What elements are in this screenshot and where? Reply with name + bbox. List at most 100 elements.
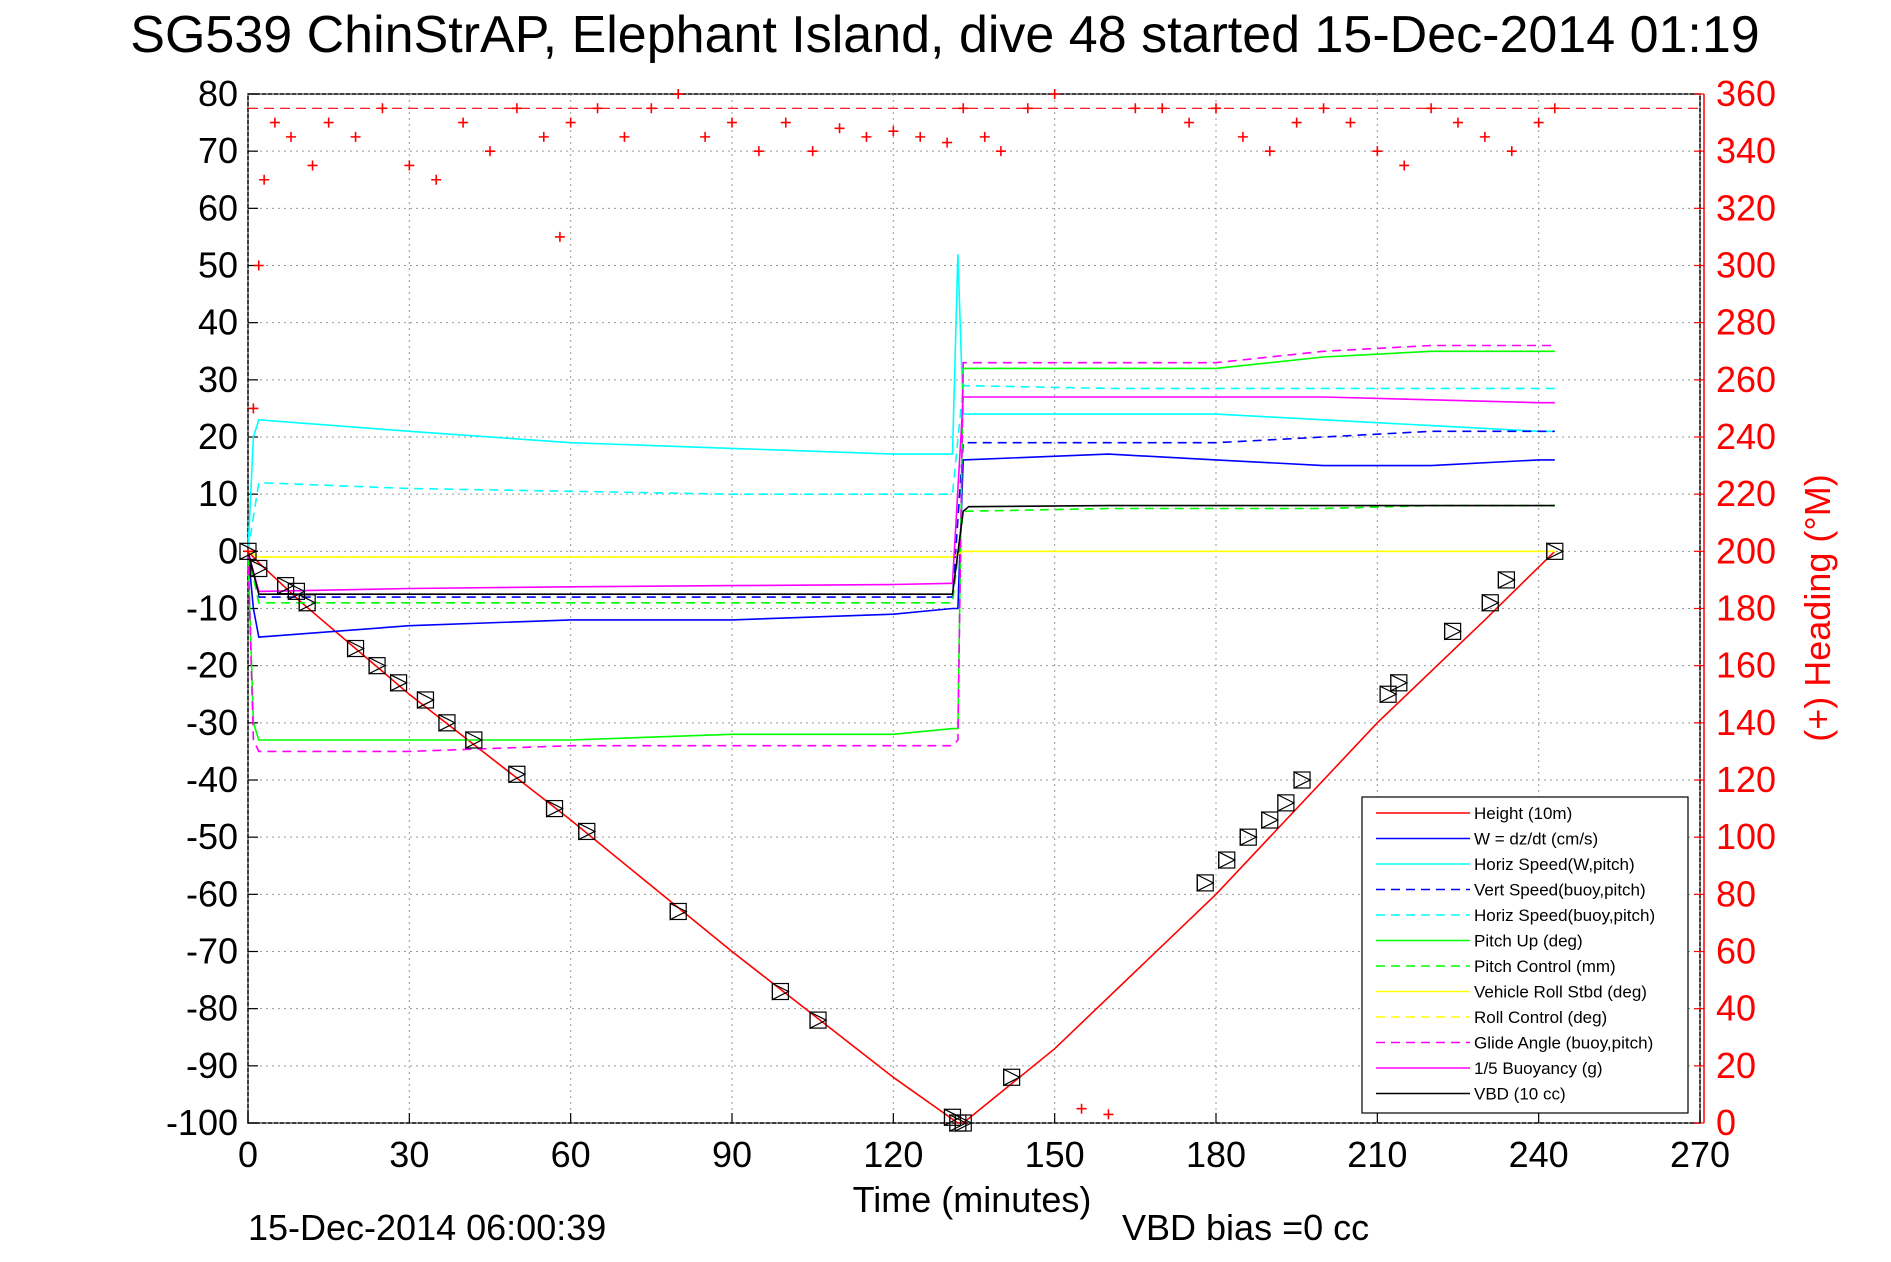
left-tick-label-0: 80 — [198, 73, 238, 114]
heading-point-35 — [1022, 103, 1033, 114]
heading-point-48 — [1372, 146, 1383, 157]
depth-marker-20 — [1003, 1068, 1021, 1087]
x-tick-label-1: 30 — [389, 1134, 429, 1175]
heading-series — [243, 89, 1700, 1120]
right-tick-label-2: 320 — [1716, 187, 1776, 228]
heading-point-18 — [592, 103, 603, 114]
depth-marker-4 — [298, 593, 317, 612]
heading-point-33 — [979, 131, 990, 142]
left-tick-label-3: 50 — [198, 245, 238, 286]
series-layer — [247, 254, 1556, 1124]
heading-point-42 — [1211, 103, 1221, 114]
depth-marker-19 — [954, 1114, 973, 1132]
heading-point-34 — [995, 146, 1006, 157]
legend-label-2: Horiz Speed(W,pitch) — [1474, 855, 1635, 874]
depth-marker-15 — [771, 982, 790, 1001]
depth-marker-25 — [1277, 793, 1296, 812]
series-line-5 — [247, 350, 1555, 741]
heading-point-40 — [1157, 103, 1168, 114]
heading-point-6 — [307, 160, 318, 171]
legend-label-11: VBD (10 cc) — [1474, 1085, 1566, 1104]
heading-point-38 — [1103, 1109, 1114, 1120]
heading-point-2 — [253, 260, 264, 271]
depth-marker-7 — [389, 673, 408, 692]
depth-marker-29 — [1444, 622, 1462, 641]
series-line-2 — [247, 254, 1555, 552]
left-tick-label-13: -50 — [186, 816, 238, 857]
heading-point-9 — [377, 103, 388, 114]
x-tick-label-8: 240 — [1509, 1134, 1569, 1175]
series-line-11 — [247, 504, 1555, 596]
heading-point-41 — [1184, 117, 1195, 128]
heading-point-1 — [248, 403, 259, 414]
heading-point-19 — [619, 131, 630, 142]
depth-marker-6 — [368, 656, 387, 675]
depth-marker-21 — [1196, 873, 1215, 892]
heading-point-31 — [942, 137, 953, 148]
legend-label-0: Height (10m) — [1474, 804, 1572, 823]
heading-point-30 — [915, 131, 926, 142]
x-tick-label-3: 90 — [712, 1134, 752, 1175]
heading-point-54 — [1533, 117, 1544, 128]
depth-marker-23 — [1239, 828, 1258, 847]
right-tick-label-15: 60 — [1716, 931, 1756, 972]
heading-point-29 — [888, 126, 899, 137]
right-tick-label-10: 160 — [1716, 645, 1776, 686]
heading-point-52 — [1479, 131, 1490, 142]
left-tick-label-2: 60 — [198, 187, 238, 228]
heading-point-46 — [1318, 103, 1329, 114]
right-tick-label-18: 0 — [1716, 1102, 1736, 1143]
heading-point-28 — [861, 131, 872, 142]
heading-point-53 — [1506, 146, 1517, 157]
series-line-6 — [247, 504, 1555, 604]
left-tick-label-15: -70 — [186, 931, 238, 972]
depth-marker-12 — [545, 799, 564, 818]
heading-point-13 — [485, 146, 495, 157]
right-tick-label-3: 300 — [1716, 245, 1776, 286]
depth-marker-10 — [465, 731, 484, 749]
heading-point-43 — [1237, 131, 1248, 142]
depth-marker-1 — [250, 559, 269, 578]
heading-point-14 — [511, 103, 522, 114]
depth-marker-3 — [287, 582, 306, 601]
left-tick-label-14: -60 — [186, 873, 238, 914]
legend-label-7: Vehicle Roll Stbd (deg) — [1474, 983, 1647, 1002]
depth-marker-28 — [1390, 673, 1409, 692]
left-tick-label-12: -40 — [186, 759, 238, 800]
series-line-3 — [247, 430, 1555, 598]
depth-marker-5 — [346, 639, 365, 658]
heading-point-12 — [458, 117, 469, 128]
x-tick-label-4: 120 — [863, 1134, 923, 1175]
right-tick-label-11: 140 — [1716, 702, 1776, 743]
right-tick-label-4: 280 — [1716, 302, 1776, 343]
heading-point-7 — [323, 117, 334, 128]
depth-markers — [239, 542, 1565, 1132]
right-tick-label-9: 180 — [1716, 588, 1776, 629]
heading-point-3 — [259, 174, 270, 185]
series-line-0 — [247, 550, 1556, 1124]
heading-point-5 — [286, 131, 297, 142]
depth-marker-24 — [1261, 811, 1280, 829]
depth-marker-31 — [1497, 570, 1516, 589]
legend-label-1: W = dz/dt (cm/s) — [1474, 830, 1598, 849]
right-tick-label-1: 340 — [1716, 130, 1776, 171]
heading-point-45 — [1291, 117, 1302, 128]
left-tick-label-10: -20 — [186, 645, 238, 686]
depth-marker-11 — [508, 765, 527, 784]
x-tick-label-2: 60 — [551, 1134, 591, 1175]
series-line-4 — [247, 384, 1555, 552]
depth-marker-32 — [1546, 542, 1565, 561]
heading-point-47 — [1345, 117, 1356, 128]
right-axis-label: (+) Heading (°M) — [1797, 474, 1838, 741]
footer-timestamp: 15-Dec-2014 06:00:39 — [248, 1207, 606, 1248]
heading-point-21 — [673, 89, 684, 99]
heading-point-8 — [350, 131, 361, 142]
depth-marker-16 — [809, 1011, 828, 1030]
heading-point-36 — [1049, 89, 1060, 99]
left-y-axis: 80 70 60 50 40 30 20 10 0 -10 -20 -30 -40 -50 -60 -70 -8… — [166, 73, 258, 1143]
heading-point-15 — [538, 131, 549, 142]
depth-marker-30 — [1481, 593, 1500, 612]
chart-title: SG539 ChinStrAP, Elephant Island, dive 4… — [130, 6, 1759, 64]
heading-point-50 — [1426, 103, 1437, 114]
